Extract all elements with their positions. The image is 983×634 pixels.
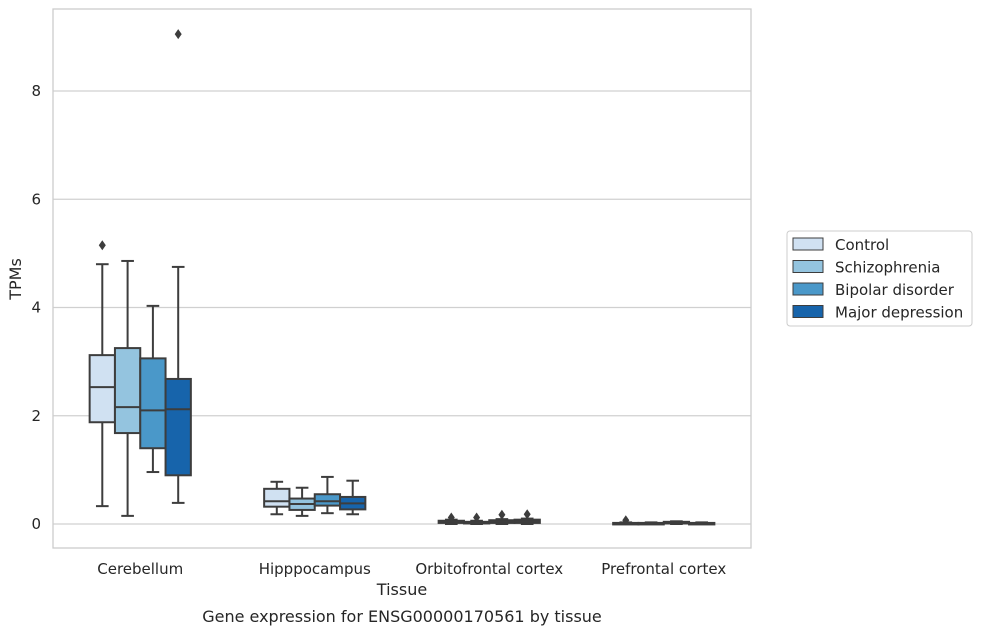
- y-axis-title: TPMs: [6, 258, 25, 301]
- legend-swatch: [792, 305, 824, 318]
- y-tick-label: 8: [31, 82, 41, 100]
- y-tick-labels: 0 2 4 6 8: [31, 82, 41, 533]
- y-tick-label: 0: [31, 515, 41, 533]
- plot-frame: [52, 8, 752, 549]
- x-tick-labels: Cerebellum Hipppocampus Orbitofrontal cort…: [97, 560, 726, 578]
- chart-caption: Gene expression for ENSG00000170561 by t…: [202, 607, 602, 626]
- box-major-depression-1: [339, 479, 367, 516]
- box-iqr: [88, 354, 116, 424]
- legend-swatch: [792, 237, 824, 251]
- box-major-depression-3: [688, 521, 716, 526]
- legend-label: Schizophrenia: [835, 259, 940, 277]
- legend-swatch: [792, 260, 824, 273]
- box-bipolar-disorder-3: [662, 520, 691, 525]
- box-iqr: [313, 493, 342, 507]
- y-tick-label: 6: [31, 190, 41, 208]
- legend-swatch: [792, 282, 824, 296]
- plot-background: [53, 9, 751, 548]
- legend-label: Major depression: [835, 304, 963, 322]
- x-tick-label: Prefrontal cortex: [601, 560, 726, 578]
- box-iqr: [139, 357, 167, 450]
- legend-label: Control: [835, 236, 889, 254]
- x-tick-label: Orbitofrontal cortex: [415, 560, 563, 578]
- outlier-point: [622, 515, 630, 526]
- outlier-point: [447, 512, 455, 523]
- outlier-point: [523, 509, 531, 520]
- box-major-depression-0: [164, 29, 192, 504]
- x-tick-label: Hipppocampus: [259, 560, 371, 578]
- box-schizophrenia-3: [637, 521, 665, 526]
- box-iqr: [113, 347, 142, 435]
- x-tick-label: Cerebellum: [97, 560, 183, 578]
- box-schizophrenia-0: [113, 259, 142, 517]
- box-iqr: [164, 377, 192, 477]
- x-axis-title: Tissue: [376, 580, 427, 599]
- y-tick-label: 4: [31, 299, 41, 317]
- outlier-point: [174, 29, 182, 40]
- outlier-point: [498, 509, 506, 520]
- legend: Control Schizophrenia Bipolar disorder Majo…: [786, 230, 973, 327]
- box-series: [88, 29, 716, 526]
- legend-frame: [786, 230, 973, 327]
- legend-label: Bipolar disorder: [835, 281, 955, 299]
- y-tick-label: 2: [31, 407, 41, 425]
- box-control-1: [263, 480, 291, 516]
- box-major-depression-2: [513, 509, 541, 525]
- box-iqr: [263, 487, 291, 508]
- box-control-3: [612, 515, 640, 526]
- outlier-point: [473, 512, 481, 523]
- outlier-point: [98, 240, 106, 251]
